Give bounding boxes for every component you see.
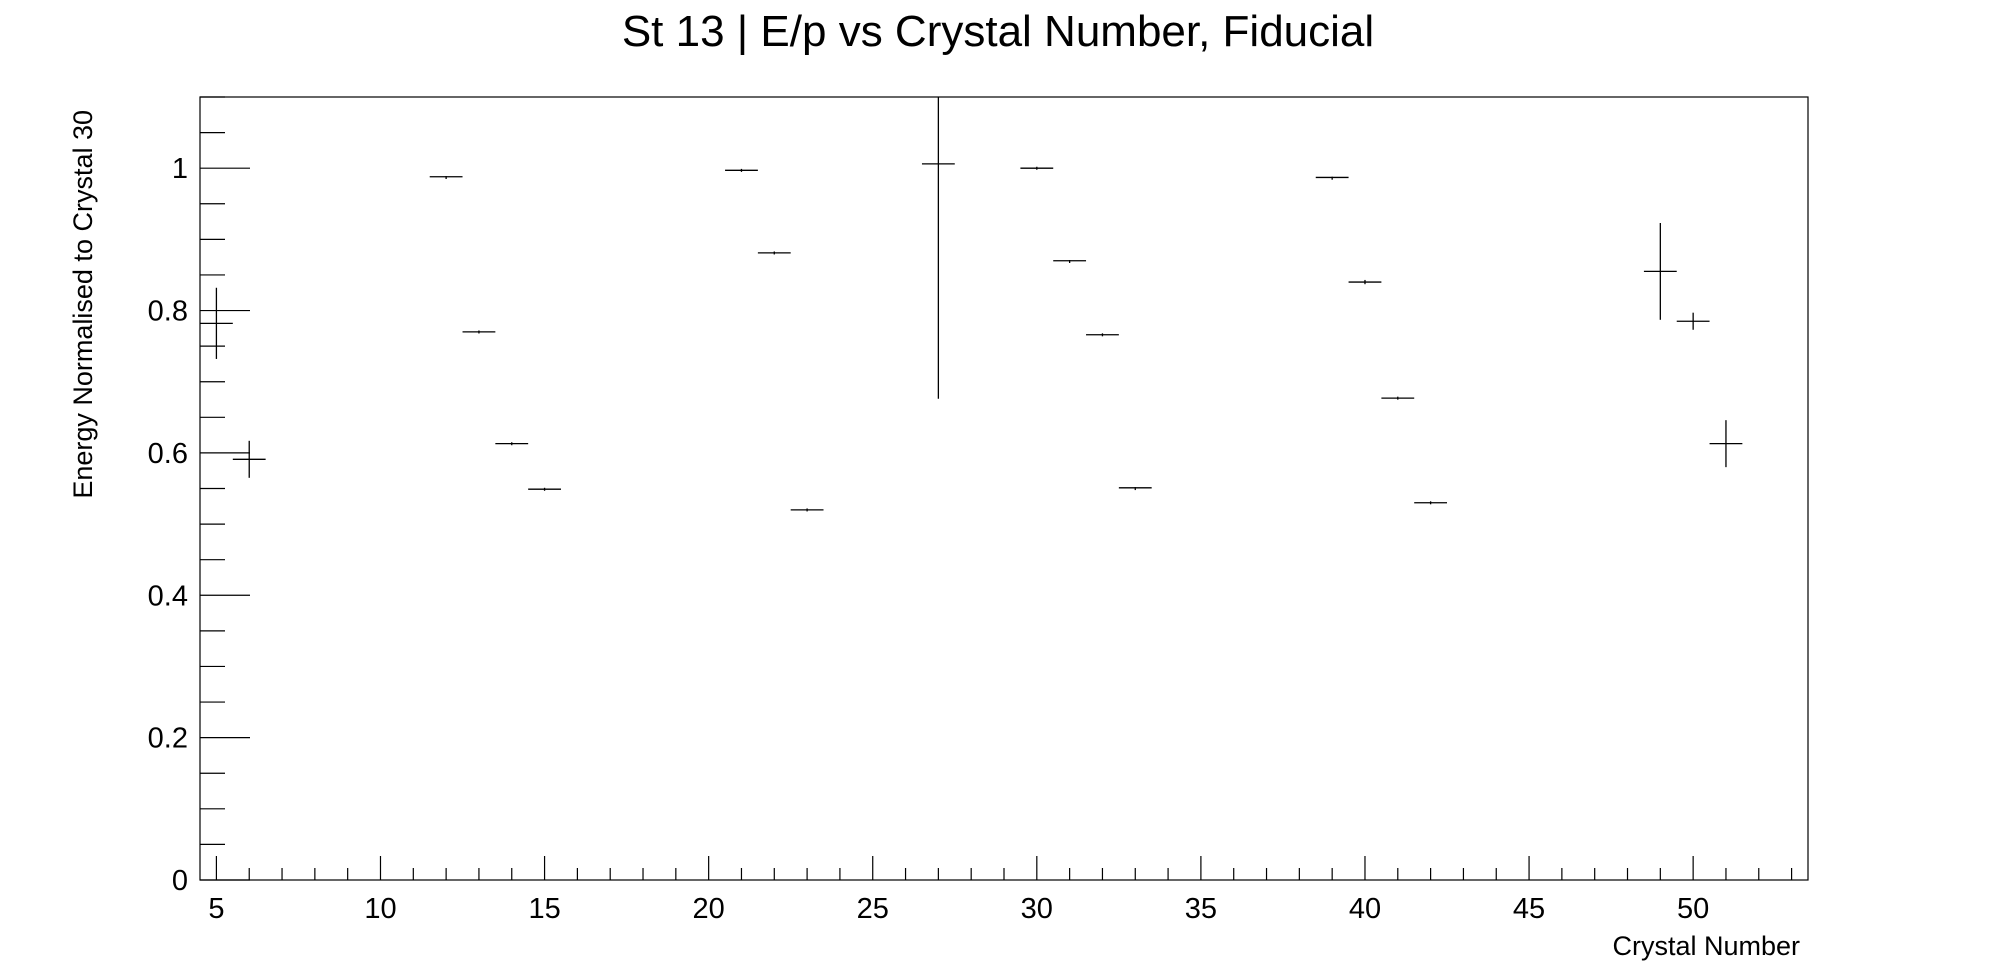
data-point bbox=[528, 487, 561, 491]
data-point bbox=[921, 97, 955, 399]
y-tick-label: 0.2 bbox=[148, 723, 188, 755]
y-tick-label: 0.8 bbox=[148, 296, 188, 328]
data-point bbox=[1414, 501, 1448, 505]
x-axis-label: Crystal Number bbox=[1612, 931, 1800, 961]
x-axis-ticks: 5 10 15 20 25 30 35 40 45 50 bbox=[208, 856, 1793, 925]
data-point bbox=[1676, 312, 1710, 330]
data-point bbox=[1315, 176, 1349, 180]
x-tick-label: 45 bbox=[1513, 893, 1545, 925]
data-point bbox=[1086, 333, 1119, 337]
x-tick-label: 5 bbox=[208, 893, 224, 925]
data-point bbox=[232, 440, 266, 478]
x-tick-label: 40 bbox=[1349, 893, 1381, 925]
x-tick-label: 25 bbox=[857, 893, 889, 925]
y-tick-label: 0 bbox=[172, 865, 188, 897]
x-tick-label: 10 bbox=[364, 893, 396, 925]
data-point bbox=[1118, 487, 1152, 491]
data-point bbox=[1709, 420, 1743, 468]
data-point bbox=[1053, 260, 1087, 264]
data-point bbox=[462, 330, 496, 334]
x-tick-label: 20 bbox=[693, 893, 725, 925]
data-point bbox=[725, 168, 758, 172]
data-point bbox=[1381, 396, 1415, 400]
y-tick-label: 0.4 bbox=[148, 580, 188, 612]
y-axis-ticks: 0 0.2 0.4 0.6 0.8 1 bbox=[148, 96, 250, 897]
chart-title: St 13 | E/p vs Crystal Number, Fiducial bbox=[622, 7, 1374, 56]
x-tick-label: 50 bbox=[1677, 893, 1709, 925]
y-axis-label: Energy Normalised to Crystal 30 bbox=[68, 110, 98, 499]
data-point bbox=[429, 176, 463, 180]
data-point bbox=[200, 287, 233, 359]
data-point bbox=[1643, 222, 1677, 320]
data-point bbox=[1348, 279, 1382, 285]
x-tick-label: 15 bbox=[528, 893, 560, 925]
data-points bbox=[200, 97, 1743, 512]
data-point bbox=[757, 251, 791, 255]
x-tick-label: 30 bbox=[1021, 893, 1053, 925]
data-point bbox=[1020, 166, 1054, 170]
data-point bbox=[495, 442, 529, 446]
x-tick-label: 35 bbox=[1185, 893, 1217, 925]
y-tick-label: 1 bbox=[172, 153, 188, 185]
y-tick-label: 0.6 bbox=[148, 438, 188, 470]
plot-frame bbox=[199, 96, 1809, 881]
data-point bbox=[790, 508, 824, 512]
